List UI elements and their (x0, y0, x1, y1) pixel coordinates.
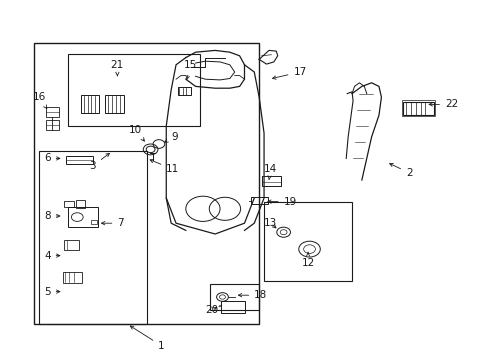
Bar (62, 272, 82, 283)
Bar (403, 102, 433, 115)
Bar (76, 200, 84, 208)
Text: 5: 5 (44, 287, 60, 297)
Text: 14: 14 (264, 164, 277, 180)
Text: 8: 8 (44, 211, 60, 221)
Text: 15: 15 (183, 60, 197, 79)
Text: 22: 22 (428, 99, 457, 109)
Text: 21: 21 (110, 60, 124, 76)
Text: 2: 2 (389, 163, 412, 178)
Bar (91, 220, 97, 224)
Bar (105, 95, 123, 113)
Text: 11: 11 (150, 159, 179, 174)
Text: 13: 13 (264, 218, 277, 228)
Bar (221, 301, 245, 313)
Bar (68, 207, 98, 227)
Text: 20: 20 (205, 305, 218, 315)
Text: 18: 18 (238, 290, 267, 300)
Bar (178, 87, 190, 95)
Bar (39, 151, 146, 324)
Bar (264, 202, 351, 281)
Text: 3: 3 (89, 153, 109, 171)
Bar (68, 54, 200, 126)
Bar (63, 240, 79, 250)
Text: 6: 6 (44, 153, 60, 163)
Bar (210, 284, 259, 310)
Bar (66, 156, 93, 164)
Text: 19: 19 (267, 197, 296, 207)
Text: 17: 17 (272, 67, 306, 79)
Bar (251, 197, 267, 204)
Text: 16: 16 (32, 92, 47, 108)
Text: 9: 9 (164, 132, 178, 142)
Bar (401, 100, 434, 116)
Text: 10: 10 (128, 125, 144, 141)
Text: 1: 1 (130, 326, 164, 351)
Bar (46, 120, 59, 130)
Bar (63, 201, 74, 207)
Bar (46, 107, 59, 117)
Text: 12: 12 (301, 252, 314, 268)
Text: 7: 7 (102, 218, 124, 228)
Bar (261, 176, 281, 186)
Bar (81, 95, 99, 113)
Bar (34, 43, 259, 324)
Text: 4: 4 (44, 251, 60, 261)
